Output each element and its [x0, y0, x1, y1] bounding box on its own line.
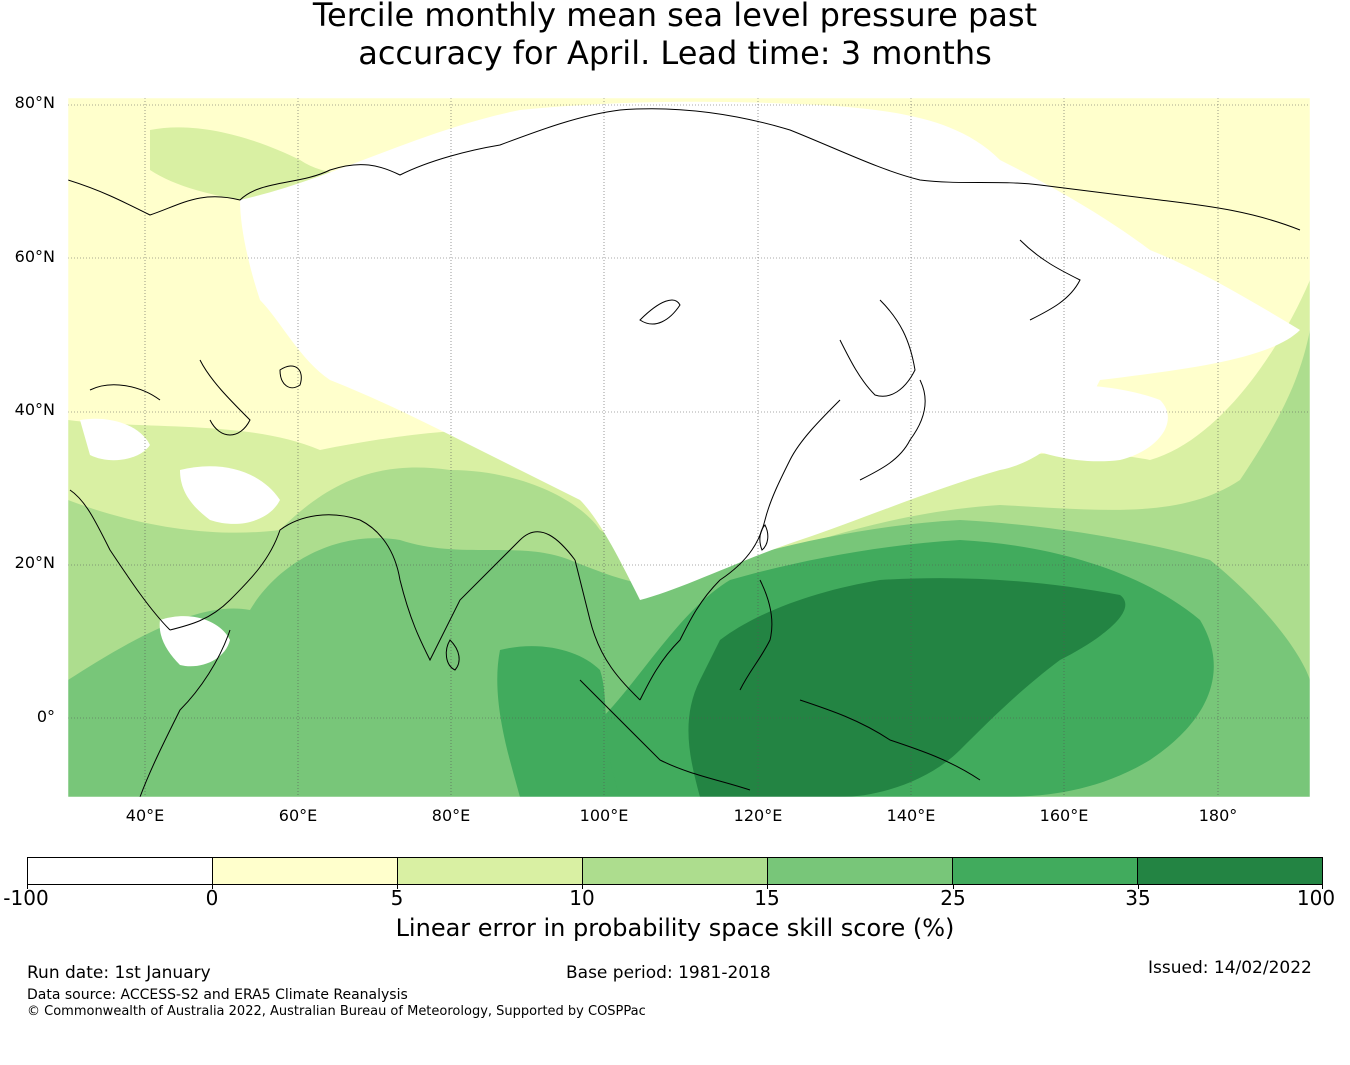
lon-label-140e: 140°E	[886, 806, 936, 825]
colorbar-tick-mark	[767, 885, 768, 889]
colorbar-tick-15: 15	[754, 886, 780, 910]
lon-label-180: 180°	[1198, 806, 1238, 825]
colorbar-segment-0-5	[213, 858, 398, 884]
colorbar-tick-mark	[582, 885, 583, 889]
graticule	[68, 98, 1310, 797]
lat-label-20n: 20°N	[14, 553, 55, 572]
lat-label-0: 0°	[36, 707, 55, 726]
colorbar-tick-25: 25	[940, 886, 966, 910]
coastlines	[68, 108, 1301, 797]
colorbar-segment-25-35	[953, 858, 1138, 884]
colorbar-segment-neg100-0	[28, 858, 213, 884]
skill-score-map	[67, 97, 1311, 798]
lon-label-120e: 120°E	[733, 806, 783, 825]
colorbar-segment-5-10	[398, 858, 583, 884]
colorbar-label: Linear error in probability space skill …	[395, 914, 955, 942]
colorbar	[27, 857, 1323, 885]
lon-label-160e: 160°E	[1039, 806, 1089, 825]
colorbar-tick-mark	[27, 885, 28, 889]
title-line-1: Tercile monthly mean sea level pressure …	[312, 0, 1038, 34]
lat-label-60n: 60°N	[14, 247, 55, 266]
copyright: © Commonwealth of Australia 2022, Austra…	[27, 1004, 646, 1019]
lat-label-40n: 40°N	[14, 400, 55, 419]
issued-date: Issued: 14/02/2022	[1148, 958, 1312, 978]
colorbar-tick-mark	[953, 885, 954, 889]
colorbar-tick-35: 35	[1125, 886, 1151, 910]
lon-label-40e: 40°E	[125, 806, 165, 825]
colorbar-tick-mark	[212, 885, 213, 889]
colorbar-tick-100: 100	[1296, 886, 1336, 910]
data-source: Data source: ACCESS-S2 and ERA5 Climate …	[27, 987, 408, 1003]
colorbar-segment-10-15	[583, 858, 768, 884]
colorbar-tick-10: 10	[569, 886, 595, 910]
lon-label-80e: 80°E	[431, 806, 471, 825]
chart-title: Tercile monthly mean sea level pressure …	[0, 0, 1350, 72]
skill-region-25-35-west	[497, 646, 620, 797]
run-date: Run date: 1st January	[27, 963, 211, 983]
colorbar-tick-0: 0	[205, 886, 219, 910]
title-line-2: accuracy for April. Lead time: 3 months	[358, 34, 992, 72]
skill-region-35-100	[688, 578, 1126, 797]
lat-label-80n: 80°N	[14, 93, 55, 112]
map-frame	[67, 97, 1311, 798]
colorbar-segment-35-100	[1138, 858, 1322, 884]
colorbar-tick-5: 5	[390, 886, 404, 910]
colorbar-tick-mark	[397, 885, 398, 889]
lon-label-100e: 100°E	[579, 806, 629, 825]
base-period: Base period: 1981-2018	[566, 963, 771, 983]
colorbar-tick-mark	[1138, 885, 1139, 889]
lon-label-60e: 60°E	[278, 806, 318, 825]
colorbar-tick-mark	[1322, 885, 1323, 889]
colorbar-segment-15-25	[768, 858, 953, 884]
colorbar-tick-neg100: -100	[3, 886, 49, 910]
